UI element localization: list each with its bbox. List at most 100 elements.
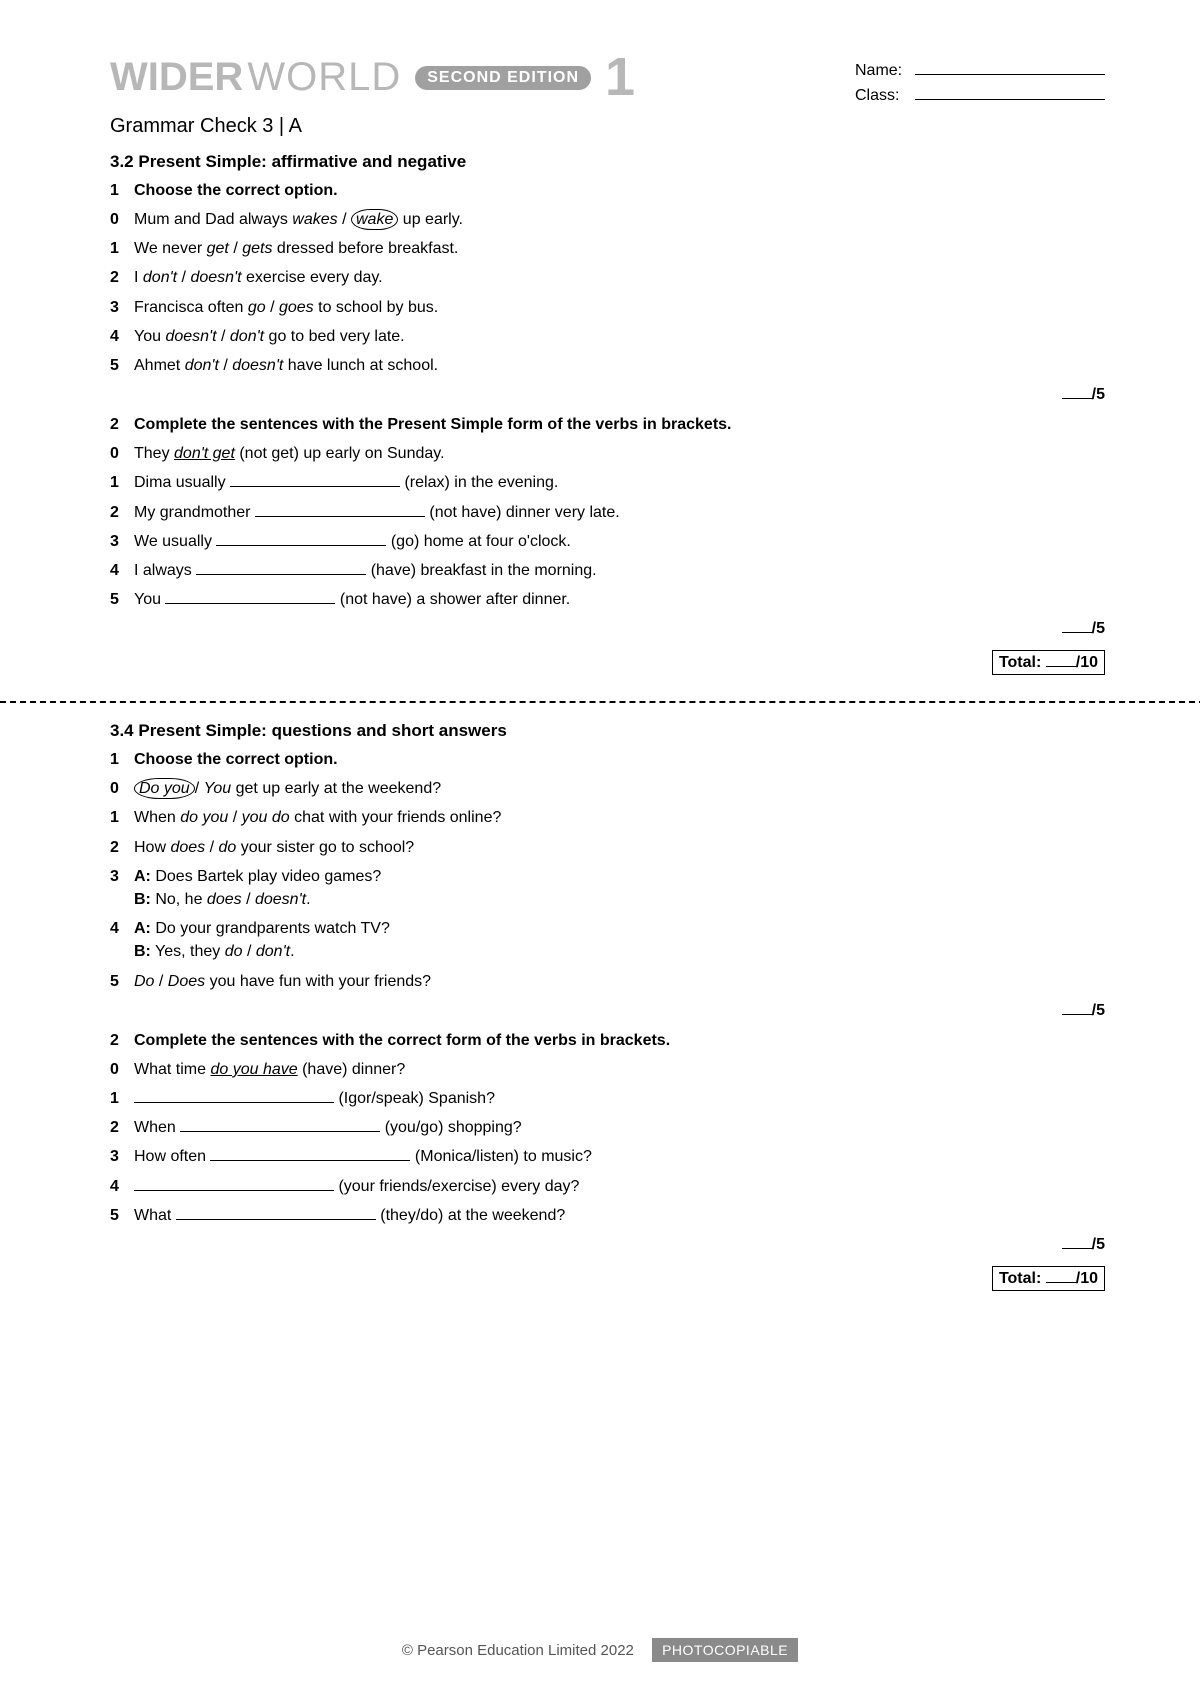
item-text: I always (have) breakfast in the morning… [134,559,1105,582]
brand-title: WIDERWORLD [110,55,401,100]
item-text: You (not have) a shower after dinner. [134,588,1105,611]
answer-blank[interactable] [216,532,386,546]
section-a-ex2: 2 Complete the sentences with the Presen… [110,416,1105,683]
cut-line [0,701,1200,703]
answer-blank[interactable] [134,1089,334,1103]
item-text: Do / Does you have fun with your friends… [134,970,1105,993]
item-text: A: Do your grandparents watch TV?B: Yes,… [134,917,1105,963]
item-row: 0Mum and Dad always wakes / wake up earl… [110,208,1105,231]
ex-instruction: Complete the sentences with the Present … [134,416,732,434]
section-a-title: 3.2 Present Simple: affirmative and nega… [110,152,1105,172]
answer-blank[interactable] [176,1206,376,1220]
ex-instruction: Complete the sentences with the correct … [134,1032,670,1050]
item-number: 4 [110,559,134,582]
item-text: (Igor/speak) Spanish? [134,1087,1105,1110]
item-number: 2 [110,266,134,289]
item-row: 4 (your friends/exercise) every day? [110,1175,1105,1198]
item-row: 2I don't / doesn't exercise every day. [110,266,1105,289]
item-text: How does / do your sister go to school? [134,836,1105,859]
item-row: 4I always (have) breakfast in the mornin… [110,559,1105,582]
ex-number: 1 [110,751,134,769]
item-number: 1 [110,1087,134,1110]
ex-number: 1 [110,182,134,200]
score-max: /5 [1092,1236,1105,1253]
total-box: Total: /10 [992,650,1105,675]
section-b-title: 3.4 Present Simple: questions and short … [110,721,1105,741]
item-row: 0They don't get (not get) up early on Su… [110,442,1105,465]
item-number: 0 [110,1058,134,1081]
score-max: /5 [1092,1002,1105,1019]
item-text: What (they/do) at the weekend? [134,1204,1105,1227]
section-b-ex2: 2 Complete the sentences with the correc… [110,1032,1105,1299]
ex-number: 2 [110,416,134,434]
item-number: 5 [110,588,134,611]
item-row: 5Do / Does you have fun with your friend… [110,970,1105,993]
answer-blank[interactable] [180,1118,380,1132]
copyright: © Pearson Education Limited 2022 [402,1642,634,1659]
item-text: My grandmother (not have) dinner very la… [134,501,1105,524]
item-row: 4You doesn't / don't go to bed very late… [110,325,1105,348]
item-number: 1 [110,237,134,260]
answer-blank[interactable] [210,1147,410,1161]
brand-world: WORLD [247,55,401,99]
item-text: When do you / you do chat with your frie… [134,806,1105,829]
item-row: 3A: Does Bartek play video games?B: No, … [110,865,1105,911]
total-box: Total: /10 [992,1266,1105,1291]
score-max: /5 [1092,386,1105,403]
item-row: 3We usually (go) home at four o'clock. [110,530,1105,553]
brand-wider: WIDER [110,55,243,99]
answer-blank[interactable] [196,561,366,575]
item-number: 2 [110,501,134,524]
item-row: 5What (they/do) at the weekend? [110,1204,1105,1227]
brand: WIDERWORLD SECOND EDITION 1 [110,55,635,100]
item-number: 5 [110,354,134,377]
item-number: 5 [110,970,134,993]
item-number: 2 [110,1116,134,1139]
class-row: Class: [855,84,1105,105]
answer-blank[interactable] [255,503,425,517]
item-number: 4 [110,325,134,348]
score-line: /5 [110,1001,1105,1020]
score-blank[interactable] [1062,385,1092,399]
name-input-line[interactable] [915,59,1105,75]
item-text: Ahmet don't / doesn't have lunch at scho… [134,354,1105,377]
item-number: 0 [110,777,134,800]
score-blank[interactable] [1062,1001,1092,1015]
subheader: Grammar Check 3 | A [110,115,1105,138]
total-label: Total: [999,654,1041,671]
total-blank[interactable] [1046,653,1076,667]
item-text: What time do you have (have) dinner? [134,1058,1105,1081]
class-input-line[interactable] [915,84,1105,100]
item-row: 0What time do you have (have) dinner? [110,1058,1105,1081]
answer-blank[interactable] [165,590,335,604]
total-blank[interactable] [1046,1269,1076,1283]
item-row: 1 (Igor/speak) Spanish? [110,1087,1105,1110]
item-number: 1 [110,471,134,494]
ex-instruction: Choose the correct option. [134,182,338,200]
total-max: /10 [1076,654,1098,671]
item-text: Dima usually (relax) in the evening. [134,471,1105,494]
answer-blank[interactable] [134,1177,334,1191]
answer-blank[interactable] [230,473,400,487]
item-row: 0Do you/ You get up early at the weekend… [110,777,1105,800]
score-line: /5 [110,1235,1105,1254]
score-blank[interactable] [1062,619,1092,633]
item-text: We never get / gets dressed before break… [134,237,1105,260]
name-label: Name: [855,62,915,80]
item-number: 1 [110,806,134,829]
item-number: 3 [110,865,134,911]
item-row: 1When do you / you do chat with your fri… [110,806,1105,829]
worksheet-page: WIDERWORLD SECOND EDITION 1 Name: Class:… [0,0,1200,1299]
level-number: 1 [605,56,635,99]
score-blank[interactable] [1062,1235,1092,1249]
photocopy-badge: PHOTOCOPIABLE [652,1638,798,1662]
item-text: A: Does Bartek play video games?B: No, h… [134,865,1105,911]
footer: © Pearson Education Limited 2022 PHOTOCO… [0,1642,1200,1659]
item-text: How often (Monica/listen) to music? [134,1145,1105,1168]
total-max: /10 [1076,1270,1098,1287]
name-row: Name: [855,59,1105,80]
ex-instruction: Choose the correct option. [134,751,338,769]
header: WIDERWORLD SECOND EDITION 1 Name: Class: [110,55,1105,109]
item-number: 4 [110,1175,134,1198]
item-number: 0 [110,442,134,465]
